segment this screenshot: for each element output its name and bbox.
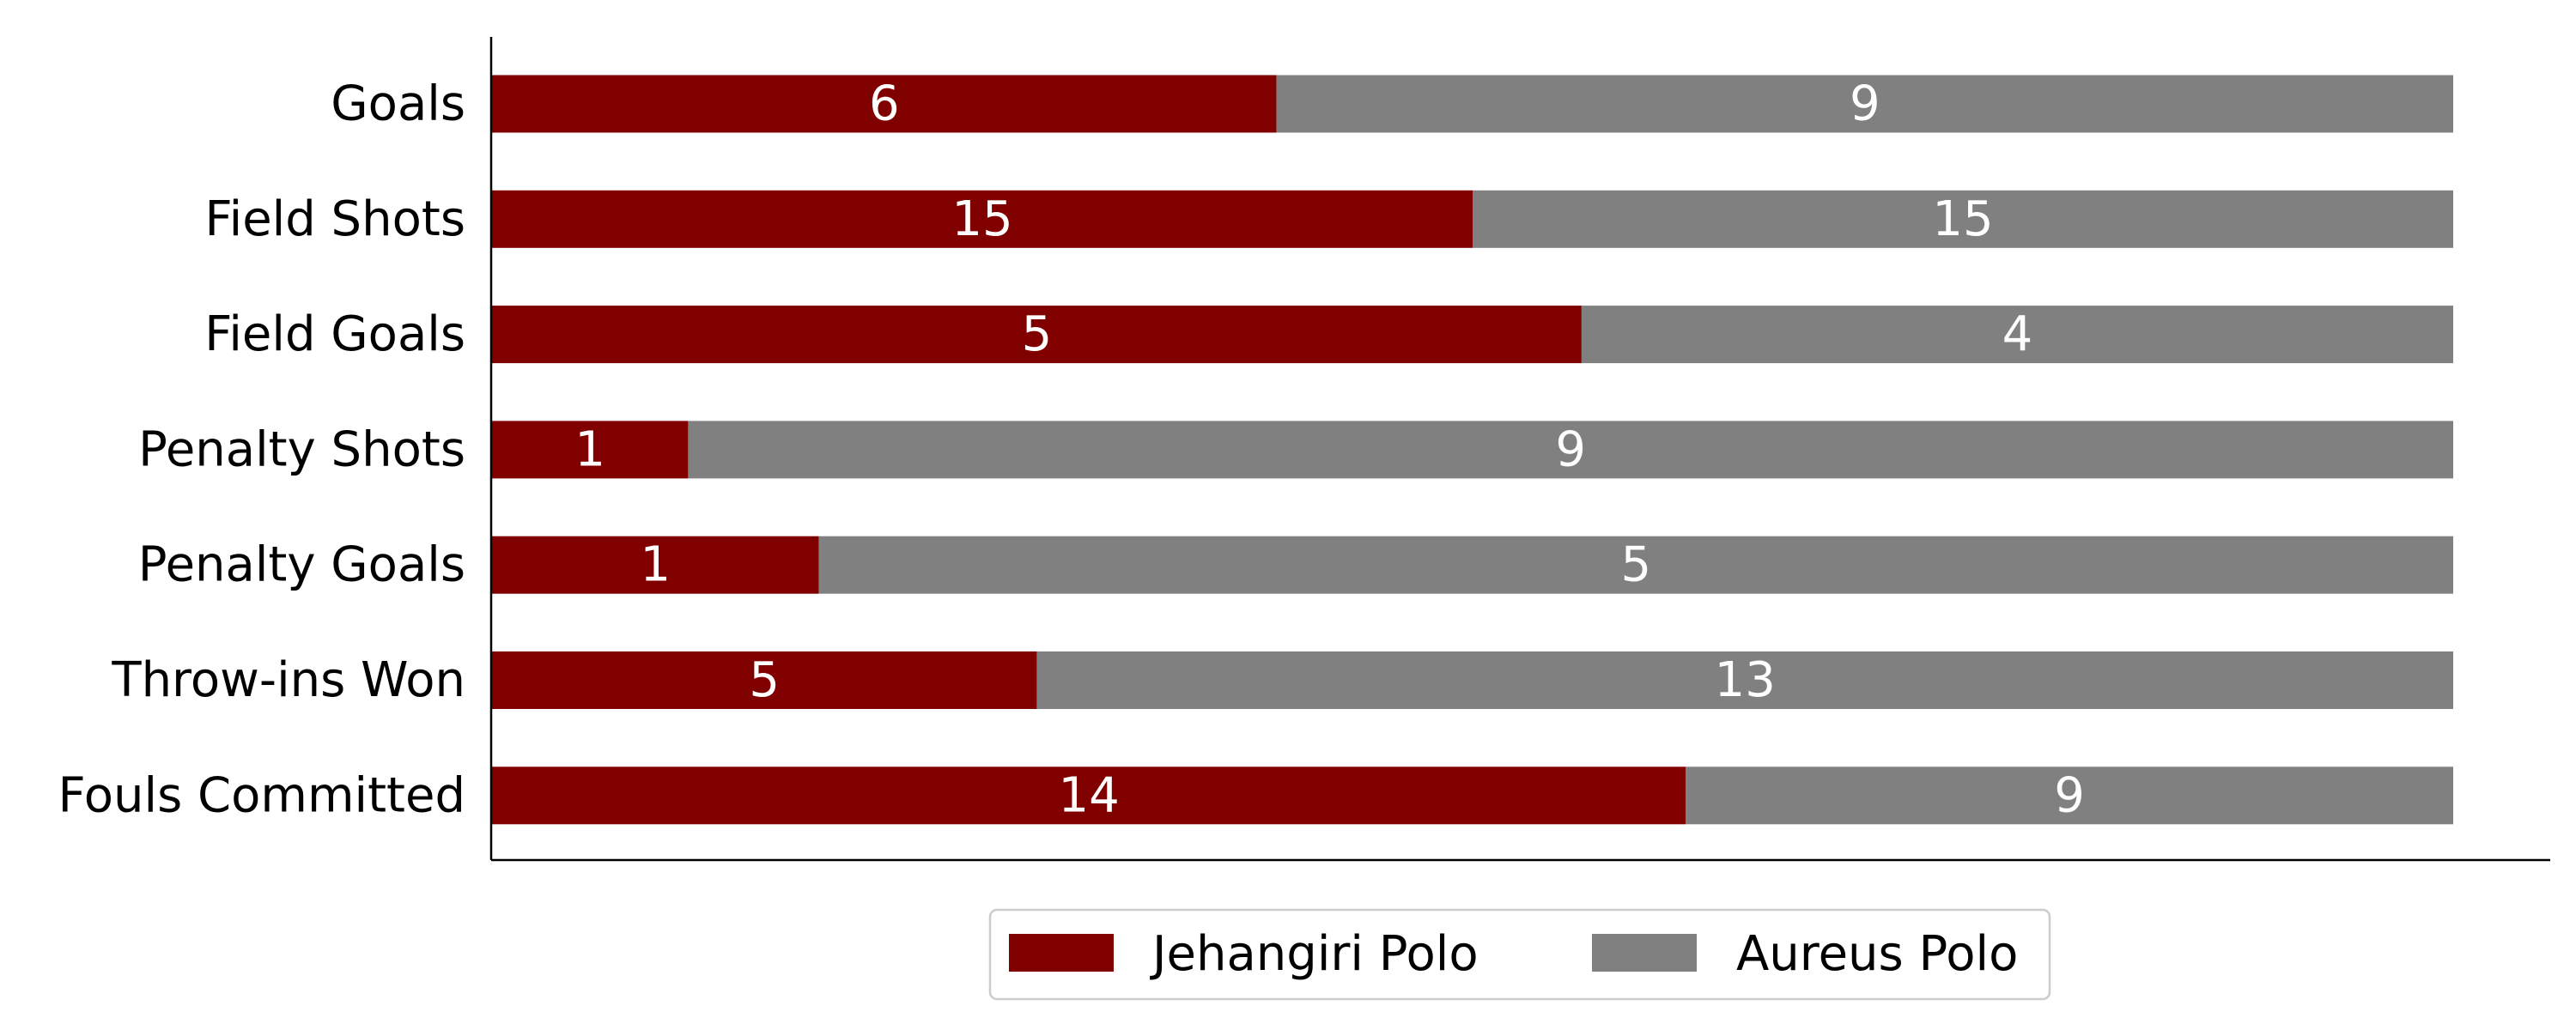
data-label-aureus-polo-field-goals: 4 — [2002, 306, 2033, 362]
bar-jehangiri-polo-goals — [492, 75, 1277, 133]
category-label-field-shots: Field Shots — [205, 191, 466, 247]
bar-jehangiri-polo-throw-ins-won — [492, 651, 1037, 709]
data-label-aureus-polo-field-shots: 15 — [1932, 191, 1993, 247]
data-label-jehangiri-polo-fouls-committed: 14 — [1058, 767, 1119, 823]
data-label-jehangiri-polo-field-shots: 15 — [951, 191, 1012, 247]
data-label-aureus-polo-fouls-committed: 9 — [2054, 767, 2085, 823]
bar-jehangiri-polo-field-shots — [492, 190, 1473, 248]
category-label-fouls-committed: Fouls Committed — [58, 767, 465, 823]
bar-aureus-polo-fouls-committed — [1686, 766, 2453, 825]
bars-group — [492, 75, 2454, 825]
data-label-jehangiri-polo-penalty-shots: 1 — [574, 421, 605, 477]
data-label-aureus-polo-penalty-shots: 9 — [1555, 421, 1586, 477]
category-label-penalty-shots: Penalty Shots — [138, 421, 465, 477]
legend: Jehangiri Polo Aureus Polo — [988, 908, 2051, 1001]
bar-aureus-polo-goals — [1276, 75, 2453, 133]
category-label-throw-ins-won: Throw-ins Won — [111, 652, 465, 708]
bar-aureus-polo-field-shots — [1473, 190, 2453, 248]
data-label-aureus-polo-goals: 9 — [1850, 76, 1880, 132]
category-label-goals: Goals — [331, 76, 465, 132]
legend-frame — [988, 908, 2051, 1001]
data-label-jehangiri-polo-field-goals: 5 — [1022, 306, 1053, 362]
bar-aureus-polo-penalty-shots — [688, 421, 2454, 479]
data-label-aureus-polo-penalty-goals: 5 — [1621, 537, 1652, 593]
bar-jehangiri-polo-fouls-committed — [492, 766, 1686, 825]
category-labels-group: Goals Field Shots Field Goals Penalty Shots… — [58, 76, 465, 824]
data-label-aureus-polo-throw-ins-won: 13 — [1715, 652, 1776, 708]
bar-aureus-polo-throw-ins-won — [1036, 651, 2453, 709]
data-label-jehangiri-polo-goals: 6 — [869, 76, 900, 132]
category-label-penalty-goals: Penalty Goals — [138, 537, 465, 593]
legend-swatch-jehangiri-polo — [1009, 934, 1114, 972]
category-label-field-goals: Field Goals — [204, 306, 465, 362]
legend-swatch-aureus-polo — [1592, 934, 1697, 972]
data-label-jehangiri-polo-throw-ins-won: 5 — [749, 652, 780, 708]
data-label-jehangiri-polo-penalty-goals: 1 — [641, 537, 671, 593]
legend-label-jehangiri-polo: Jehangiri Polo — [1150, 926, 1479, 982]
bar-aureus-polo-penalty-goals — [818, 536, 2453, 594]
bar-jehangiri-polo-field-goals — [492, 306, 1582, 364]
bar-jehangiri-polo-penalty-goals — [492, 536, 819, 594]
bar-jehangiri-polo-penalty-shots — [492, 421, 689, 479]
bar-aureus-polo-field-goals — [1581, 306, 2453, 364]
legend-label-aureus-polo: Aureus Polo — [1736, 926, 2018, 982]
